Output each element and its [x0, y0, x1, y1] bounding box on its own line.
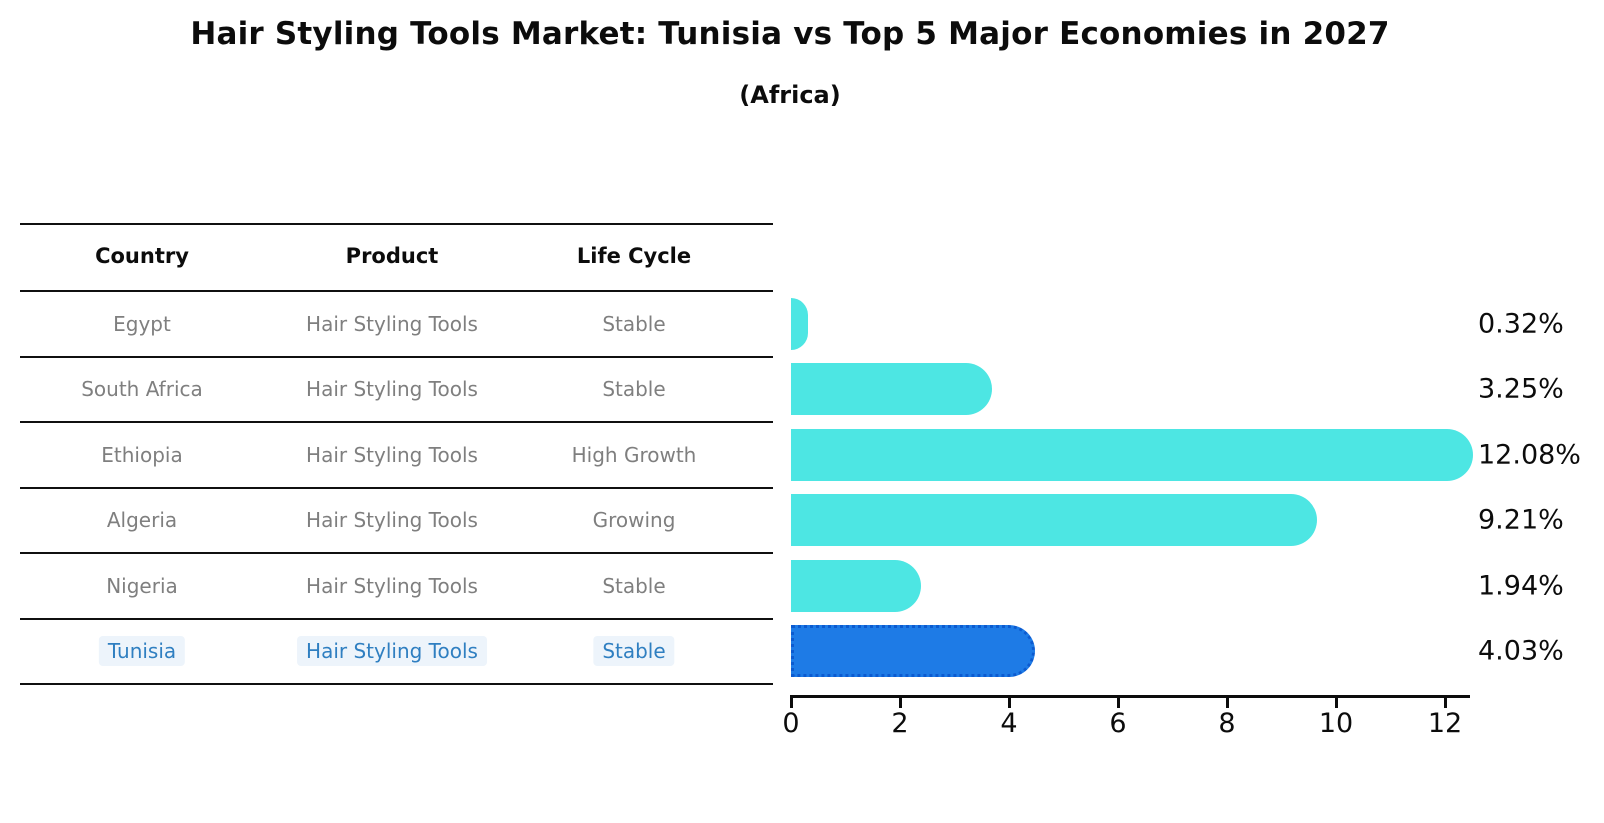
table-cell-country: Ethiopia	[101, 443, 183, 467]
table-cell-country: Tunisia	[98, 636, 186, 666]
table-cell-product: Hair Styling Tools	[306, 312, 478, 336]
row-separator-line	[20, 552, 773, 554]
x-axis-tick	[1008, 698, 1011, 708]
table-bottom-line	[20, 683, 773, 685]
table-cell-life_cycle: Stable	[593, 636, 675, 666]
bar-tunisia	[791, 625, 1035, 677]
x-axis-tick	[790, 698, 793, 708]
column-header-product: Product	[345, 244, 439, 268]
table-cell-product: Hair Styling Tools	[306, 443, 478, 467]
table-cell-country: Nigeria	[106, 574, 178, 598]
x-axis-tick-label: 4	[1000, 708, 1018, 739]
x-axis-tick-label: 12	[1427, 708, 1463, 739]
bar-nigeria	[791, 560, 921, 612]
value-label-egypt: 0.32%	[1478, 308, 1564, 340]
table-cell-life_cycle: Stable	[602, 377, 666, 401]
x-axis-tick-label: 8	[1218, 708, 1236, 739]
table-cell-life_cycle: Stable	[602, 312, 666, 336]
row-separator-line	[20, 487, 773, 489]
bar-algeria	[791, 494, 1317, 546]
value-label-tunisia: 4.03%	[1478, 635, 1564, 667]
x-axis-tick-label: 0	[782, 708, 800, 739]
row-separator-line	[20, 421, 773, 423]
table-cell-country: Egypt	[113, 312, 171, 336]
value-label-nigeria: 1.94%	[1478, 570, 1564, 602]
table-cell-product: Hair Styling Tools	[306, 508, 478, 532]
x-axis-line	[790, 695, 1470, 698]
x-axis-tick-label: 6	[1109, 708, 1127, 739]
column-header-country: Country	[95, 244, 189, 268]
x-axis-tick-label: 10	[1318, 708, 1354, 739]
table-cell-product: Hair Styling Tools	[306, 574, 478, 598]
x-axis-tick	[1444, 698, 1447, 708]
bar-south-africa	[791, 363, 992, 415]
x-axis-tick	[1226, 698, 1229, 708]
table-cell-life_cycle: Growing	[592, 508, 676, 532]
table-cell-product: Hair Styling Tools	[306, 377, 478, 401]
x-axis-tick	[1335, 698, 1338, 708]
value-label-south-africa: 3.25%	[1478, 373, 1564, 405]
table-cell-country: Algeria	[106, 508, 178, 532]
x-axis-tick-label: 2	[891, 708, 909, 739]
chart-title: Hair Styling Tools Market: Tunisia vs To…	[190, 16, 1390, 52]
bar-egypt	[791, 298, 808, 350]
chart-subtitle: (Africa)	[739, 81, 841, 109]
table-cell-life_cycle: Stable	[602, 574, 666, 598]
row-separator-line	[20, 618, 773, 620]
value-label-ethiopia: 12.08%	[1478, 439, 1581, 471]
table-cell-life_cycle: High Growth	[571, 443, 697, 467]
value-label-algeria: 9.21%	[1478, 504, 1564, 536]
column-header-life_cycle: Life Cycle	[576, 244, 692, 268]
table-cell-product: Hair Styling Tools	[297, 636, 487, 666]
bar-ethiopia	[791, 429, 1473, 481]
x-axis-tick	[899, 698, 902, 708]
table-top-line	[20, 223, 773, 225]
row-separator-line	[20, 356, 773, 358]
x-axis-tick	[1117, 698, 1120, 708]
table-cell-country: South Africa	[81, 377, 203, 401]
row-separator-line	[20, 290, 773, 292]
